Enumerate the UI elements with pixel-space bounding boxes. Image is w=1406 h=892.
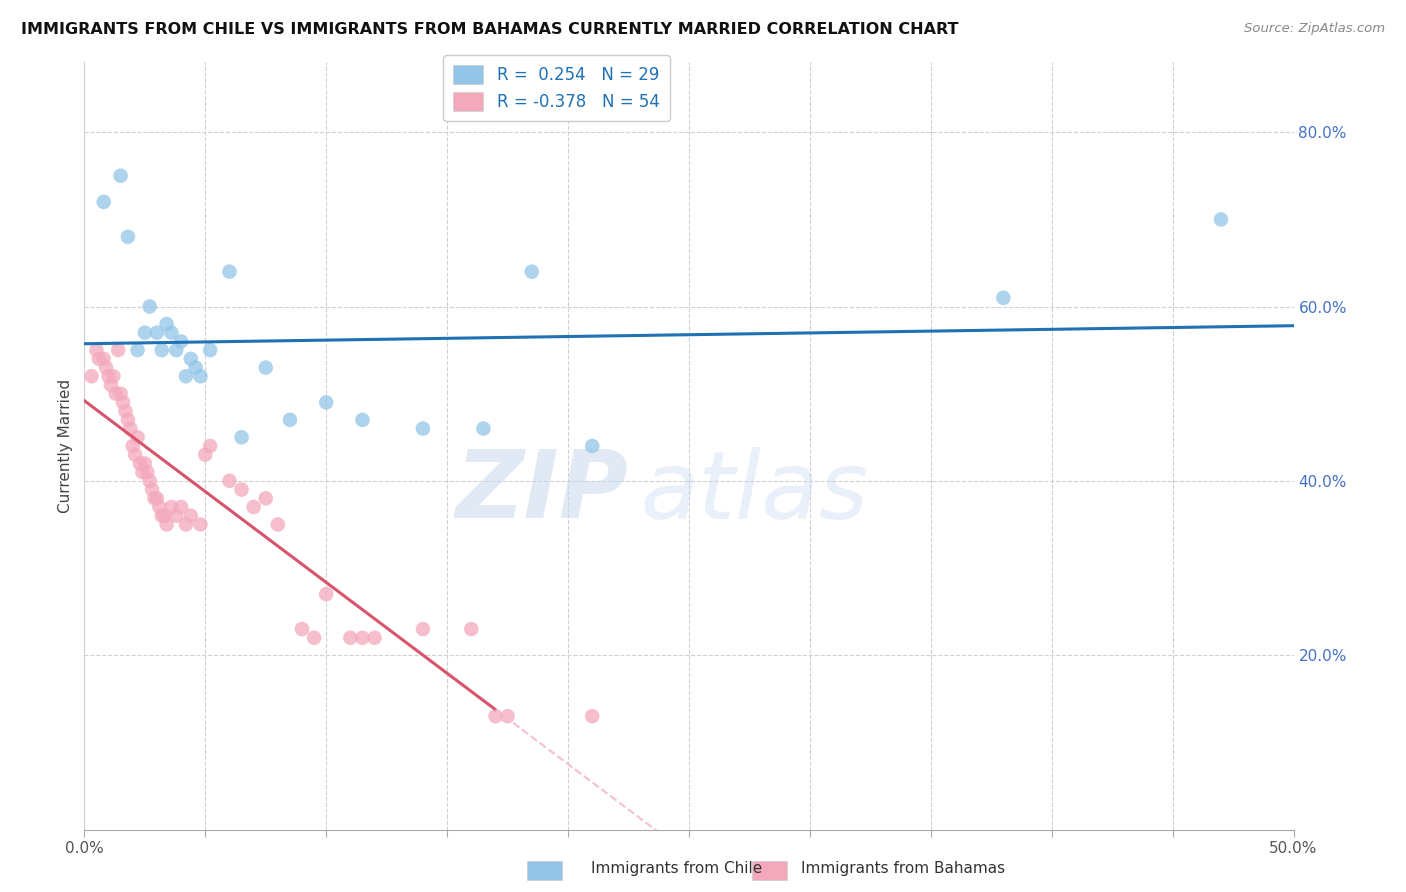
- Point: [138, 300, 160, 314]
- Point: [129, 457, 152, 471]
- Point: [174, 369, 197, 384]
- Point: [148, 500, 170, 514]
- Point: [412, 622, 434, 636]
- Point: [993, 291, 1015, 305]
- Point: [412, 421, 434, 435]
- Legend: R =  0.254   N = 29, R = -0.378   N = 54: R = 0.254 N = 29, R = -0.378 N = 54: [443, 55, 669, 121]
- Text: Immigrants from Chile: Immigrants from Chile: [591, 861, 762, 876]
- Point: [520, 265, 543, 279]
- Point: [194, 448, 217, 462]
- Point: [180, 351, 202, 366]
- Point: [484, 709, 506, 723]
- Point: [146, 491, 169, 506]
- Point: [112, 395, 135, 409]
- Point: [104, 386, 127, 401]
- Point: [165, 343, 187, 357]
- Point: [94, 360, 117, 375]
- Point: [153, 508, 176, 523]
- Text: IMMIGRANTS FROM CHILE VS IMMIGRANTS FROM BAHAMAS CURRENTLY MARRIED CORRELATION C: IMMIGRANTS FROM CHILE VS IMMIGRANTS FROM…: [21, 22, 959, 37]
- Point: [267, 517, 290, 532]
- Point: [136, 465, 159, 479]
- Text: atlas: atlas: [641, 447, 869, 538]
- Point: [131, 465, 153, 479]
- Point: [120, 421, 142, 435]
- Point: [198, 343, 221, 357]
- Point: [339, 631, 361, 645]
- Point: [155, 517, 177, 532]
- Point: [496, 709, 519, 723]
- Point: [143, 491, 166, 506]
- Point: [315, 587, 337, 601]
- Point: [1209, 212, 1232, 227]
- Point: [184, 360, 207, 375]
- Point: [150, 343, 173, 357]
- Point: [107, 343, 129, 357]
- Point: [110, 169, 132, 183]
- Point: [86, 343, 108, 357]
- Point: [97, 369, 120, 384]
- Point: [146, 326, 169, 340]
- Point: [170, 334, 193, 349]
- Point: [114, 404, 136, 418]
- Point: [218, 265, 240, 279]
- Point: [218, 474, 240, 488]
- Point: [155, 317, 177, 331]
- Point: [363, 631, 385, 645]
- Point: [170, 500, 193, 514]
- Point: [93, 194, 115, 209]
- Point: [581, 709, 603, 723]
- Point: [127, 343, 149, 357]
- Y-axis label: Currently Married: Currently Married: [58, 379, 73, 513]
- Point: [190, 369, 212, 384]
- Point: [117, 229, 139, 244]
- Point: [87, 351, 110, 366]
- Point: [472, 421, 495, 435]
- Point: [141, 483, 163, 497]
- Point: [254, 491, 277, 506]
- Point: [460, 622, 482, 636]
- Point: [134, 326, 156, 340]
- Text: Immigrants from Bahamas: Immigrants from Bahamas: [801, 861, 1005, 876]
- Point: [124, 448, 146, 462]
- Point: [352, 413, 374, 427]
- Point: [138, 474, 160, 488]
- Point: [278, 413, 301, 427]
- Point: [121, 439, 143, 453]
- Point: [80, 369, 103, 384]
- Point: [180, 508, 202, 523]
- Point: [198, 439, 221, 453]
- Point: [190, 517, 212, 532]
- Point: [160, 500, 183, 514]
- Point: [127, 430, 149, 444]
- Point: [231, 430, 253, 444]
- Point: [103, 369, 125, 384]
- Point: [174, 517, 197, 532]
- Point: [100, 378, 122, 392]
- Point: [134, 457, 156, 471]
- Text: Source: ZipAtlas.com: Source: ZipAtlas.com: [1244, 22, 1385, 36]
- Point: [93, 351, 115, 366]
- Point: [302, 631, 325, 645]
- Point: [117, 413, 139, 427]
- Point: [254, 360, 277, 375]
- Point: [165, 508, 187, 523]
- Point: [160, 326, 183, 340]
- Text: ZIP: ZIP: [456, 446, 628, 538]
- Point: [242, 500, 264, 514]
- Point: [291, 622, 314, 636]
- Point: [150, 508, 173, 523]
- Point: [315, 395, 337, 409]
- Point: [110, 386, 132, 401]
- Point: [581, 439, 603, 453]
- Point: [352, 631, 374, 645]
- Point: [231, 483, 253, 497]
